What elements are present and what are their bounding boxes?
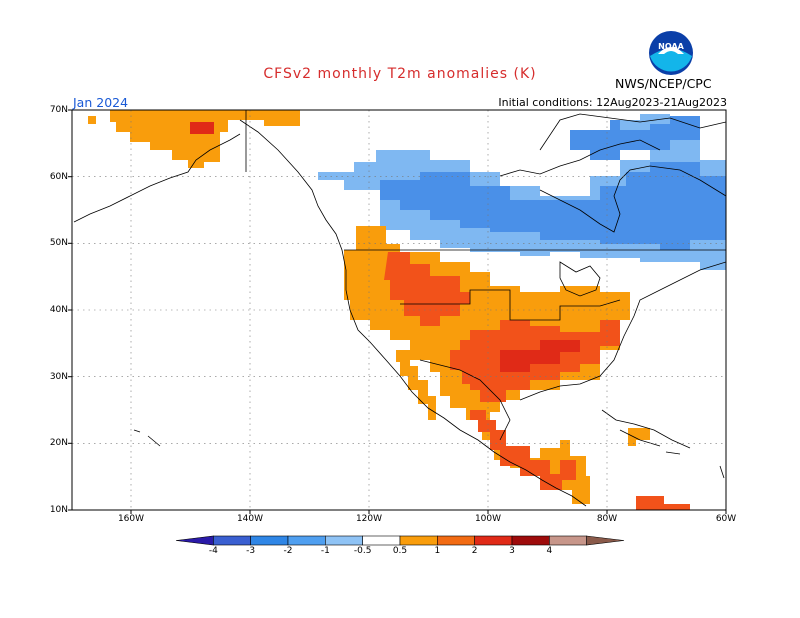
lat-label-10n: 10N xyxy=(49,505,68,515)
color-bar-segment xyxy=(511,535,550,546)
initial-conditions-label: Initial conditions: 12Aug2023-21Aug2023 xyxy=(498,96,727,109)
color-bar-label: -4 xyxy=(208,546,218,556)
color-bar-label: -3 xyxy=(246,546,256,556)
anomaly-south-core xyxy=(500,340,580,372)
anomaly-alaska-edge xyxy=(240,110,300,126)
anomaly-caribbean-warm xyxy=(628,428,650,446)
color-bar-segments xyxy=(175,535,625,546)
coastlines xyxy=(73,110,726,507)
lon-label-100w: 100W xyxy=(474,514,502,524)
anomaly-arctic-cool xyxy=(620,114,670,130)
color-bar-segment xyxy=(250,535,289,546)
color-bar-segment xyxy=(325,535,363,546)
lat-label-70n: 70N xyxy=(49,105,68,115)
lat-label-60n: 60N xyxy=(49,172,68,182)
color-bar-label: 0.5 xyxy=(392,546,408,556)
anomaly-alaska-speck xyxy=(88,116,96,124)
color-bar-label: -1 xyxy=(320,546,330,556)
axis-ticks xyxy=(68,109,727,514)
lon-label-140w: 140W xyxy=(236,514,264,524)
anomaly-mexico-hot xyxy=(470,410,576,490)
color-bar-segment xyxy=(586,535,625,546)
lat-label-50n: 50N xyxy=(49,238,68,248)
color-bar-segment xyxy=(474,535,513,546)
anomaly-alaska-core xyxy=(190,122,214,134)
lat-label-30n: 30N xyxy=(49,372,68,382)
color-bar-label: 2 xyxy=(471,546,478,556)
color-bar-label: 4 xyxy=(546,546,553,556)
color-bar-label: -0.5 xyxy=(353,546,372,556)
anomaly-south-america-warm xyxy=(636,496,690,510)
lon-label-60w: 60W xyxy=(715,514,737,524)
anomaly-canada-cold xyxy=(380,162,726,250)
color-bar-label: -2 xyxy=(283,546,293,556)
color-bar-segment xyxy=(549,535,587,546)
valid-month-label: Jan 2024 xyxy=(73,95,129,110)
color-bar-segment xyxy=(175,535,214,546)
color-bar-label: 1 xyxy=(434,546,441,556)
lon-label-80w: 80W xyxy=(596,514,618,524)
gridlines xyxy=(72,110,726,510)
color-bar-segment xyxy=(362,535,401,546)
color-bar-label: 3 xyxy=(509,546,515,556)
lon-label-120w: 120W xyxy=(355,514,383,524)
lat-label-40n: 40N xyxy=(49,305,68,315)
color-bar-segment xyxy=(213,535,251,546)
lon-label-160w: 160W xyxy=(117,514,145,524)
color-bar-segment xyxy=(437,535,475,546)
lat-label-20n: 20N xyxy=(49,438,68,448)
color-bar-segment xyxy=(399,535,438,546)
anomaly-baja-warm xyxy=(396,350,436,420)
logo-text: NOAA xyxy=(658,42,684,51)
noaa-logo: NOAA xyxy=(649,31,693,75)
map-title: CFSv2 monthly T2m anomalies (K) xyxy=(263,66,537,82)
organization-label: NWS/NCEP/CPC xyxy=(615,76,712,91)
anomaly-rockies-hot xyxy=(384,252,470,326)
color-bar-segment xyxy=(287,535,326,546)
